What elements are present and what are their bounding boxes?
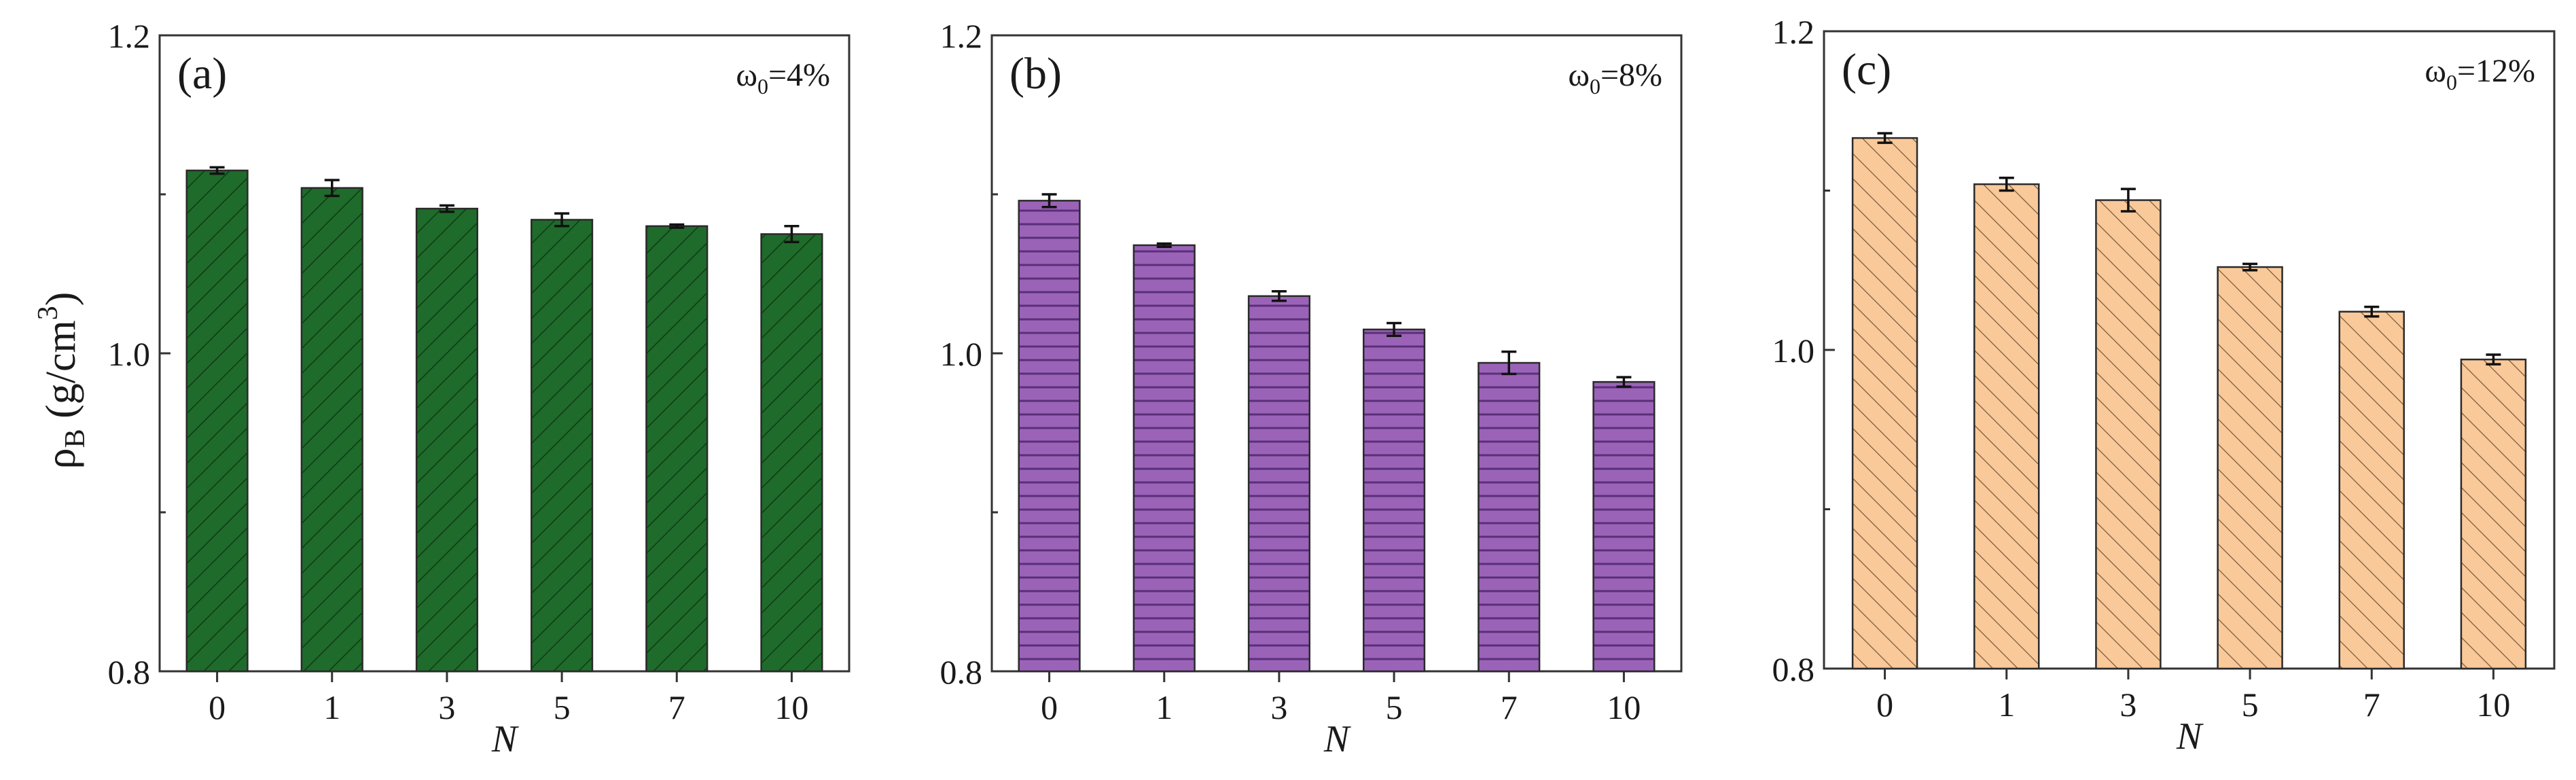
bar-a-1 xyxy=(300,187,363,673)
x-tick-label-a-10: 10 xyxy=(774,688,808,726)
x-tick-label-a-5: 5 xyxy=(554,688,571,726)
y-tick-label-a-2: 1.2 xyxy=(108,17,151,55)
bar-c-0 xyxy=(1851,137,1918,670)
bar-b-10 xyxy=(1592,380,1656,673)
x-tick-label-a-0: 0 xyxy=(209,688,226,726)
y-axis-title: ρB (g/cm3) xyxy=(33,292,91,469)
bar-a-5 xyxy=(531,219,594,673)
bar-c-5 xyxy=(2217,266,2283,670)
bar-a-0 xyxy=(185,169,249,673)
x-tick-label-b-10: 10 xyxy=(1607,688,1641,726)
bar-c-3 xyxy=(2095,199,2162,670)
x-tick-label-a-7: 7 xyxy=(668,688,685,726)
x-tick-label-c-1: 1 xyxy=(1998,686,2015,724)
x-tick-label-c-5: 5 xyxy=(2242,686,2259,724)
plot-frame-b xyxy=(990,34,1683,673)
annotation-symbol-b: ω xyxy=(1568,57,1590,93)
y-tick-label-b-0: 0.8 xyxy=(940,653,983,691)
bar-c-7 xyxy=(2338,311,2405,670)
bar-b-0 xyxy=(1018,200,1081,673)
annotation-b: ω0=8% xyxy=(1568,57,1662,99)
annotation-subscript-c: 0 xyxy=(2446,70,2457,94)
y-tick-label-a-0: 0.8 xyxy=(108,653,151,691)
x-axis-title-b: N xyxy=(1323,718,1351,760)
annotation-c: ω0=12% xyxy=(2425,53,2535,94)
annotation-a: ω0=4% xyxy=(736,57,830,99)
annotation-subscript-a: 0 xyxy=(757,74,768,99)
panel-label-b: (b) xyxy=(1009,49,1062,99)
panel-b: 0.81.01.20 1 3 5 7 10N(b) ω0=8% xyxy=(940,17,1683,760)
bar-a-7 xyxy=(645,225,709,673)
annotation-symbol-c: ω xyxy=(2425,53,2446,89)
panel-a: 0.81.01.20 1 3 5 7 10N(a) ω0=4% xyxy=(108,17,851,760)
bar-b-5 xyxy=(1363,328,1426,673)
annotation-subscript-b: 0 xyxy=(1590,74,1600,99)
y-tick-label-c-0: 0.8 xyxy=(1772,650,1815,688)
y-axis-title-sup: 3 xyxy=(33,306,64,320)
panel-label-c: (c) xyxy=(1842,45,1891,94)
x-tick-label-b-7: 7 xyxy=(1501,688,1518,726)
bar-a-10 xyxy=(760,233,823,673)
annotation-value-c: =12% xyxy=(2457,53,2535,89)
x-tick-label-c-3: 3 xyxy=(2119,686,2136,724)
annotation-symbol-a: ω xyxy=(736,57,757,93)
plot-frame-a xyxy=(158,34,851,673)
svg-text:ρB (g/cm3): ρB (g/cm3) xyxy=(33,292,91,469)
x-tick-label-b-5: 5 xyxy=(1386,688,1403,726)
annotation-value-a: =4% xyxy=(768,57,830,93)
bar-c-10 xyxy=(2460,358,2527,670)
x-tick-label-b-1: 1 xyxy=(1156,688,1173,726)
bar-a-3 xyxy=(415,207,478,673)
y-tick-label-a-1: 1.0 xyxy=(108,335,151,373)
x-axis-title-a: N xyxy=(491,718,519,760)
x-tick-label-a-1: 1 xyxy=(323,688,340,726)
annotation-value-b: =8% xyxy=(1600,57,1662,93)
bar-c-1 xyxy=(1973,183,2040,670)
y-tick-label-b-1: 1.0 xyxy=(940,335,983,373)
x-tick-label-a-3: 3 xyxy=(438,688,455,726)
x-tick-label-c-7: 7 xyxy=(2363,686,2380,724)
y-axis-title-main: ρ xyxy=(38,448,84,469)
y-tick-label-b-2: 1.2 xyxy=(940,17,983,55)
y-axis-title-sub: B xyxy=(60,429,91,448)
x-tick-label-c-10: 10 xyxy=(2476,686,2510,724)
y-tick-label-c-1: 1.0 xyxy=(1772,332,1815,370)
y-axis-title-unit: (g/cm xyxy=(38,320,84,429)
panel-label-a: (a) xyxy=(177,49,227,99)
panel-c: 0.81.01.20 1 3 5 7 10N(c) ω0=12% xyxy=(1772,13,2556,758)
y-tick-label-c-2: 1.2 xyxy=(1772,13,1815,51)
x-tick-label-b-0: 0 xyxy=(1041,688,1058,726)
x-tick-label-c-0: 0 xyxy=(1876,686,1893,724)
plot-frame-c xyxy=(1823,30,2556,670)
x-tick-label-b-3: 3 xyxy=(1270,688,1287,726)
bar-b-7 xyxy=(1478,361,1541,673)
bar-b-1 xyxy=(1132,244,1196,673)
y-axis-title-close: ) xyxy=(38,292,84,306)
x-axis-title-c: N xyxy=(2176,715,2204,758)
bar-b-3 xyxy=(1247,295,1310,673)
